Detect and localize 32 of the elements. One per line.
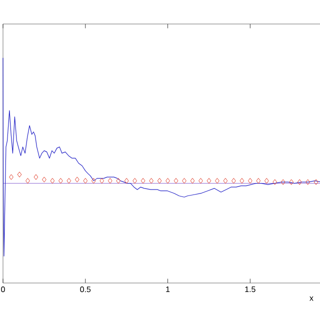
point — [223, 178, 228, 184]
point — [248, 178, 252, 184]
point — [66, 178, 72, 184]
point — [280, 179, 286, 185]
point — [74, 176, 80, 182]
point — [108, 178, 112, 184]
point — [306, 179, 310, 185]
point — [132, 178, 138, 184]
point — [124, 178, 129, 184]
point — [190, 178, 195, 184]
point — [50, 178, 55, 184]
point — [83, 178, 88, 184]
point — [116, 178, 121, 184]
point — [174, 178, 178, 184]
point — [157, 178, 162, 184]
point — [231, 178, 236, 184]
point — [9, 174, 14, 180]
point — [297, 179, 302, 185]
point — [34, 174, 38, 180]
point — [91, 178, 96, 184]
point — [240, 178, 244, 184]
point — [58, 178, 63, 184]
point — [100, 178, 104, 184]
point — [256, 178, 261, 184]
point — [264, 178, 269, 184]
point — [42, 176, 46, 182]
point — [206, 178, 212, 184]
point — [17, 172, 22, 178]
point — [140, 178, 146, 184]
point — [289, 179, 294, 185]
point — [314, 179, 318, 185]
point — [272, 179, 278, 185]
